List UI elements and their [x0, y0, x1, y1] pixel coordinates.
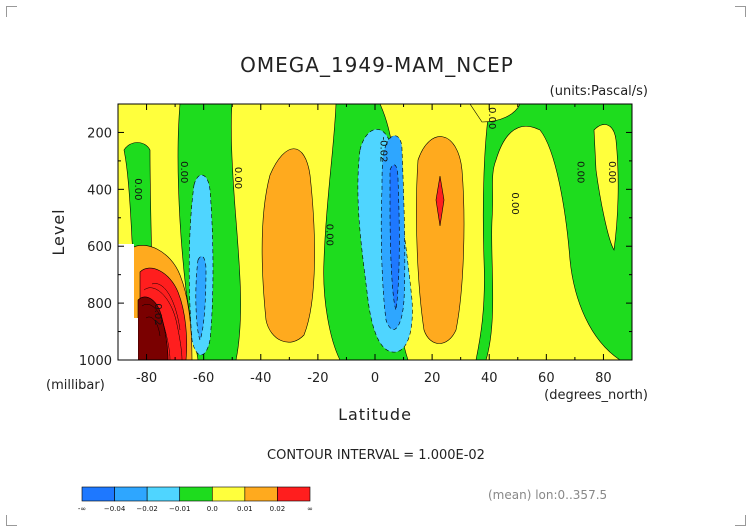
x-tick-label: -80 — [136, 371, 157, 386]
colorbar-swatch — [211, 486, 246, 502]
region-yellow-north — [485, 125, 621, 360]
x-tick-label: -40 — [250, 371, 271, 386]
x-tick-label: 0 — [371, 371, 379, 386]
colorbar-swatch — [114, 486, 148, 502]
contour-label: 0.00 — [606, 161, 617, 183]
region-blue-south — [195, 256, 207, 341]
colorbar-label: −0.04 — [104, 505, 126, 513]
colorbar-label: 0.0 — [207, 505, 218, 513]
contour-label: 0.00 — [232, 167, 243, 189]
contour-label: 0.00 — [132, 178, 143, 200]
x-tick-label: 20 — [424, 371, 441, 386]
crop-mark-top-left — [6, 6, 17, 17]
units-label: (units:Pascal/s) — [550, 84, 648, 99]
y-axis-unit: (millibar) — [46, 378, 105, 393]
colorbar-label: −0.01 — [169, 505, 190, 513]
x-tick-label: 60 — [538, 371, 555, 386]
colorbar-swatch — [277, 486, 311, 502]
region-orange-tropics — [416, 136, 465, 344]
y-tick-label: 400 — [87, 183, 112, 198]
contour-labels: 0.00 0.00 0.00 0.00 -0.02 0.00 0.00 0.00 0.00 0.0… — [132, 107, 617, 326]
contour-label: 0.02 — [152, 303, 163, 325]
colorbar: -∞ −0.04 −0.02 −0.01 0.0 0.01 0.02 ∞ — [78, 486, 313, 513]
colorbar-swatch — [179, 486, 213, 502]
y-tick-label: 600 — [87, 240, 112, 255]
x-axis-unit: (degrees_north) — [544, 388, 648, 403]
x-tick-label: -20 — [307, 371, 328, 386]
region-orange-midlat-south — [261, 148, 315, 343]
region-red-tropics — [435, 175, 445, 227]
contour-label: 0.00 — [178, 161, 189, 183]
colorbar-label: 0.01 — [237, 505, 253, 513]
axis-ticks: -80 -60 -40 -20 0 20 40 60 80 200 400 600 800 1000 — [79, 103, 633, 386]
crop-mark-bottom-left — [6, 515, 17, 526]
x-tick-label: 40 — [481, 371, 498, 386]
region-darkred-south-pole — [137, 296, 169, 360]
chart-title: OMEGA_1949-MAM_NCEP — [240, 53, 514, 77]
missing-data-step — [118, 244, 138, 360]
y-tick-label: 800 — [87, 297, 112, 312]
footer-note: (mean) lon:0..357.5 — [488, 488, 607, 502]
contour-label: 0.00 — [509, 192, 520, 214]
colorbar-swatch — [244, 486, 278, 502]
x-tick-label: 80 — [595, 371, 612, 386]
contour-field — [118, 104, 632, 360]
colorbar-label: -∞ — [78, 505, 86, 513]
crop-mark-bottom-right — [735, 515, 746, 526]
y-tick-label: 1000 — [79, 354, 112, 369]
x-axis-label: Latitude — [338, 405, 412, 424]
colorbar-label: 0.02 — [270, 505, 286, 513]
crop-mark-top-right — [735, 6, 746, 17]
contour-label: -0.02 — [378, 137, 389, 163]
colorbar-swatch — [81, 486, 115, 502]
region-darkblue-equator — [389, 164, 400, 312]
colorbar-label: −0.02 — [136, 505, 157, 513]
colorbar-label: ∞ — [307, 505, 313, 513]
contour-label: 0.00 — [323, 224, 334, 246]
contour-label: 0.00 — [486, 107, 497, 129]
colorbar-swatch — [146, 486, 181, 502]
contour-label: 0.00 — [575, 161, 586, 183]
contour-interval-note: CONTOUR INTERVAL = 1.000E-02 — [267, 448, 485, 463]
y-axis-label: Level — [49, 208, 68, 255]
x-tick-label: -60 — [193, 371, 214, 386]
y-tick-label: 200 — [87, 126, 112, 141]
region-yellow-north-strip — [593, 124, 619, 251]
